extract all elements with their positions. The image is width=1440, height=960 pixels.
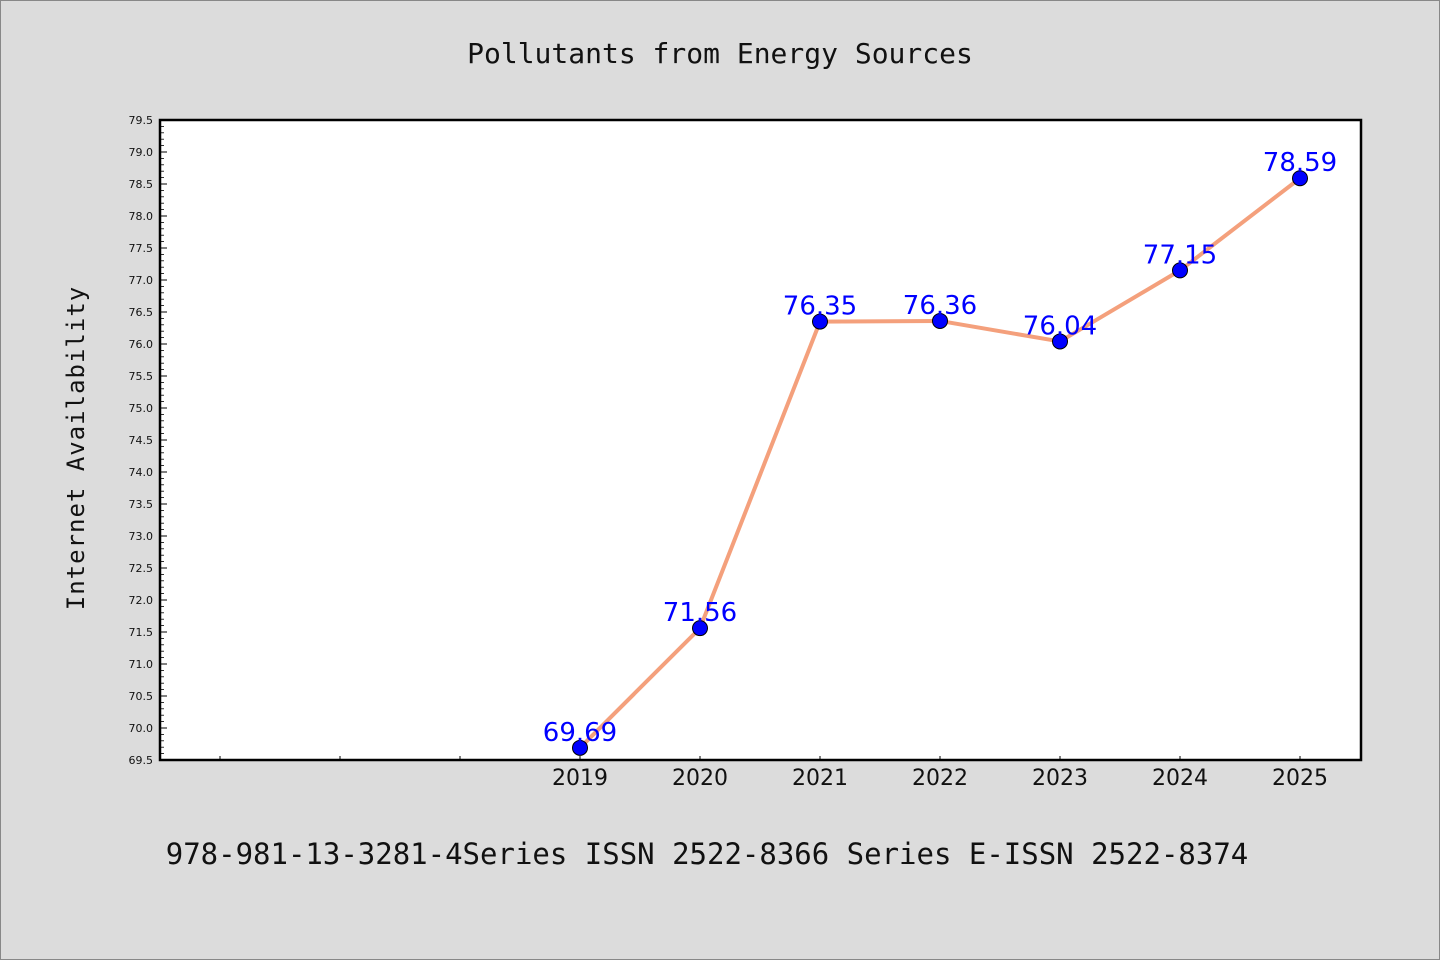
x-tick-label: 2022 — [912, 766, 968, 791]
x-tick-label: 2021 — [792, 766, 848, 791]
y-tick-label: 71.0 — [129, 658, 154, 671]
y-tick-label: 72.5 — [129, 562, 154, 575]
data-label: 76.36 — [903, 291, 977, 321]
x-tick-label: 2025 — [1272, 766, 1328, 791]
y-tick-label: 71.5 — [129, 626, 154, 639]
data-label: 78.59 — [1263, 148, 1337, 178]
y-tick-label: 77.5 — [129, 242, 154, 255]
y-tick-label: 70.0 — [129, 722, 154, 735]
y-tick-label: 75.5 — [129, 370, 154, 383]
y-tick-label: 69.5 — [129, 754, 154, 767]
x-tick-label: 2019 — [552, 766, 608, 791]
y-tick-label: 75.0 — [129, 402, 154, 415]
y-tick-label: 79.0 — [129, 146, 154, 159]
data-label: 76.04 — [1023, 311, 1097, 341]
y-tick-label: 77.0 — [129, 274, 154, 287]
data-label: 77.15 — [1143, 240, 1217, 270]
data-point — [572, 739, 588, 756]
data-point — [932, 312, 948, 329]
data-point — [812, 313, 828, 330]
data-label: 76.35 — [783, 292, 857, 322]
y-tick-label: 74.0 — [129, 466, 154, 479]
y-tick-label: 78.5 — [129, 178, 154, 191]
y-tick-label: 76.5 — [129, 306, 154, 319]
x-tick-label: 2023 — [1032, 766, 1088, 791]
y-tick-label: 79.5 — [129, 114, 154, 127]
footer-text: 978-981-13-3281-4Series ISSN 2522-8366 S… — [166, 837, 1249, 871]
chart-title: Pollutants from Energy Sources — [467, 37, 973, 70]
y-tick-label: 74.5 — [129, 434, 154, 447]
plot-area — [158, 118, 1363, 762]
y-axis-label: Internet Availability — [62, 286, 90, 610]
data-point — [1292, 170, 1308, 187]
x-axis: 2019 2020 2021 2022 2023 2024 2025 — [219, 756, 1328, 791]
data-point — [692, 620, 708, 637]
y-tick-label: 76.0 — [129, 338, 154, 351]
data-point — [1052, 333, 1068, 350]
y-tick-label: 78.0 — [129, 210, 154, 223]
series-group: 69.69 71.56 76.35 76.36 76.04 77.15 78.59 — [543, 148, 1337, 756]
y-tick-label: 72.0 — [129, 594, 154, 607]
y-tick-label: 70.5 — [129, 690, 154, 703]
y-axis: 69.5 70.0 70.5 71.0 71.5 72.0 72.5 73.0 73.5 74.0… — [129, 114, 167, 767]
x-tick-label: 2024 — [1152, 766, 1208, 791]
data-point — [1172, 262, 1188, 279]
x-tick-label: 2020 — [672, 766, 728, 791]
data-label: 69.69 — [543, 718, 617, 748]
y-tick-label: 73.0 — [129, 530, 154, 543]
data-label: 71.56 — [663, 598, 737, 628]
y-tick-label: 73.5 — [129, 498, 154, 511]
